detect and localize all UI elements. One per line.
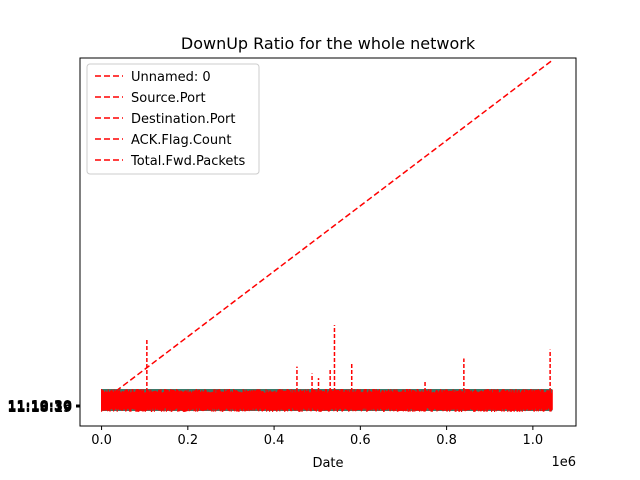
y-tick-label: 11:18:19 [7, 401, 72, 416]
x-tick-label: 0.4 [264, 433, 285, 448]
x-tick-label: 0.8 [436, 433, 457, 448]
legend-entry-label: ACK.Flag.Count [131, 133, 231, 148]
noise-band [101, 389, 553, 412]
legend-entry-label: Total.Fwd.Packets [130, 154, 246, 169]
legend-entry-label: Source.Port [131, 91, 206, 106]
x-tick-label: 0.0 [91, 433, 112, 448]
legend-box [86, 63, 260, 175]
chart-title: DownUp Ratio for the whole network [181, 34, 476, 53]
legend-entry-label: Destination.Port [131, 112, 236, 127]
x-tick-label: 1.0 [523, 433, 544, 448]
axes-frame [79, 57, 577, 427]
y-tick-label: 11:16:36 [7, 400, 72, 415]
x-axis: 0.0 0.2 0.4 0.6 0.8 1.0 [91, 426, 543, 448]
plot-area [101, 59, 553, 412]
x-tick-label: 0.2 [177, 433, 198, 448]
x-axis-label: Date [312, 456, 343, 471]
legend: Unnamed: 0 Source.Port Destination.Port ACK… [86, 63, 260, 175]
y-tick-label: 11:10:30 [7, 399, 72, 414]
x-tick-label: 0.6 [350, 433, 371, 448]
series-line-unnamed-0 [101, 59, 553, 403]
x-axis-offset-text: 1e6 [551, 455, 576, 470]
legend-entry-label: Unnamed: 0 [131, 70, 211, 85]
